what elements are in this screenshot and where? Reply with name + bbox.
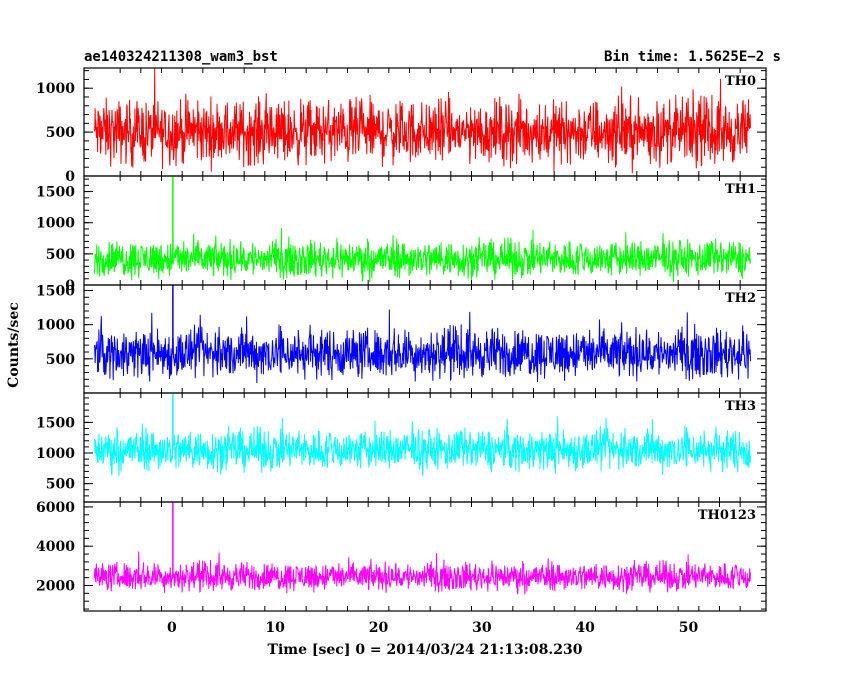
y-tick-label: 4000	[36, 539, 75, 555]
y-tick-label: 1500	[36, 415, 75, 431]
y-tick-label: 1000	[36, 216, 75, 232]
x-tick-label: 10	[265, 620, 285, 636]
panel-th2: 500 1000 1500 TH2	[36, 283, 767, 394]
panel-frame	[83, 501, 767, 612]
figure-title: ae140324211308_wam3_bst	[84, 49, 278, 65]
panel-label-th3: TH3	[725, 399, 756, 414]
y-tick-label: 6000	[36, 500, 75, 516]
panel-label-th2: TH2	[725, 291, 756, 306]
panel-label-th0123: TH0123	[698, 508, 756, 523]
panel-th3: 500 1000 1500 TH3	[36, 392, 767, 503]
panel-label-th1: TH1	[725, 182, 756, 197]
series-th3	[93, 416, 751, 476]
y-tick-label: 2000	[36, 578, 75, 594]
y-axis-label: Counts/sec	[6, 302, 22, 388]
panels: 0 500 1000 TH0 0 500 1000 1500 TH1 500 1000 1500 TH2…	[36, 67, 767, 612]
y-tick-label: 500	[46, 247, 75, 263]
series-th1	[93, 228, 751, 283]
y-tick-label: 0	[65, 169, 75, 185]
y-tick-label: 1000	[36, 81, 75, 97]
y-tick-label: 500	[46, 352, 75, 368]
panel-label-th0: TH0	[725, 74, 756, 89]
y-tick-label: 500	[46, 125, 75, 141]
series-th0123	[93, 551, 751, 595]
x-axis-label: Time [sec] 0 = 2014/03/24 21:13:08.230	[268, 642, 583, 658]
series-th2	[93, 309, 751, 384]
panel-th0123: 2000 4000 6000 TH0123	[36, 500, 767, 612]
x-tick-label: 0	[167, 620, 177, 636]
series-th0	[93, 68, 751, 174]
y-tick-label: 1500	[36, 185, 75, 201]
x-tick-label: 20	[369, 620, 389, 636]
x-axis: 0 10 20 30 40 50	[167, 620, 699, 636]
y-tick-label: 1000	[36, 318, 75, 334]
y-tick-label: 1500	[36, 283, 75, 299]
x-tick-label: 50	[679, 620, 699, 636]
x-tick-label: 40	[575, 620, 595, 636]
y-tick-label: 1000	[36, 446, 75, 462]
x-tick-label: 30	[472, 620, 492, 636]
bin-time-label: Bin time: 1.5625E−2 s	[604, 49, 781, 65]
panel-th1: 0 500 1000 1500 TH1	[36, 175, 767, 294]
y-tick-label: 0	[65, 278, 75, 294]
y-tick-label: 500	[46, 477, 75, 493]
panel-th0: 0 500 1000 TH0	[36, 67, 767, 185]
